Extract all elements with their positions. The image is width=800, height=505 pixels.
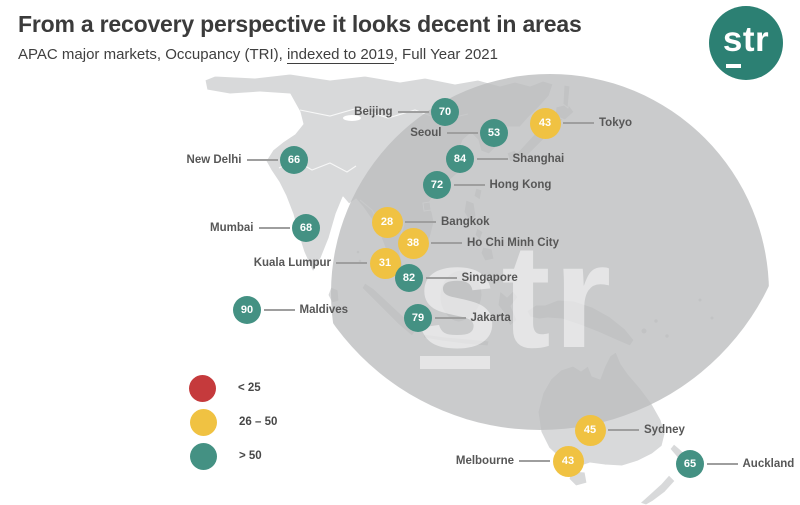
marker-connector xyxy=(397,111,429,113)
market-label: Mumbai xyxy=(210,222,254,234)
watermark-str-text: str xyxy=(416,214,614,379)
subtitle-suffix: , Full Year 2021 xyxy=(393,45,498,63)
market-label: New Delhi xyxy=(186,154,242,166)
market-marker-beijing: 70 xyxy=(431,98,459,126)
market-marker-hong-kong: 72 xyxy=(423,171,451,199)
market-marker-singapore: 82 xyxy=(395,264,423,292)
market-marker-melbourne: 43 xyxy=(552,445,584,477)
market-marker-sydney: 45 xyxy=(574,414,606,446)
market-marker-tokyo: 43 xyxy=(529,107,561,139)
marker-connector xyxy=(706,463,738,465)
market-label: Tokyo xyxy=(599,117,633,129)
marker-connector xyxy=(446,132,478,134)
lake-balkhash xyxy=(343,115,361,121)
marker-connector xyxy=(263,309,295,311)
market-label: Auckland xyxy=(742,458,795,470)
marker-connector xyxy=(431,242,462,244)
land-nz-south xyxy=(639,474,676,505)
market-marker-seoul: 53 xyxy=(480,119,508,147)
market-marker-ho-chi-minh-city: 38 xyxy=(397,227,429,259)
market-marker-auckland: 65 xyxy=(676,450,704,478)
watermark-str-underline xyxy=(420,356,490,369)
market-label: Hong Kong xyxy=(489,179,552,191)
market-label: Singapore xyxy=(461,272,518,284)
market-marker-new-delhi: 66 xyxy=(280,146,308,174)
market-label: Kuala Lumpur xyxy=(253,257,331,269)
market-marker-jakarta: 79 xyxy=(404,304,432,332)
legend-label-mid: 26 – 50 xyxy=(239,416,278,428)
legend-label-low: < 25 xyxy=(238,382,261,394)
market-label: Ho Chi Minh City xyxy=(467,237,559,249)
marker-connector xyxy=(246,159,278,161)
market-marker-mumbai: 68 xyxy=(292,214,320,242)
legend-swatch-low xyxy=(188,374,216,402)
subtitle-prefix: APAC major markets, Occupancy (TRI), xyxy=(18,45,287,63)
marker-connector xyxy=(453,184,485,186)
market-marker-bangkok: 28 xyxy=(371,206,403,238)
legend-swatch-high xyxy=(189,442,217,470)
legend-label-high: > 50 xyxy=(239,450,262,462)
market-label: Sydney xyxy=(644,424,685,436)
str-logo-text: str xyxy=(722,20,770,59)
marker-connector xyxy=(608,429,639,431)
market-label: Shanghai xyxy=(512,153,565,165)
marker-connector xyxy=(405,221,436,223)
marker-connector xyxy=(336,262,367,264)
market-label: Seoul xyxy=(410,127,442,139)
legend-swatch-mid xyxy=(189,408,217,436)
market-label: Beijing xyxy=(354,106,393,118)
str-logo-underline xyxy=(726,64,741,68)
marker-connector xyxy=(519,460,550,462)
page-subtitle: APAC major markets, Occupancy (TRI), ind… xyxy=(18,45,698,64)
marker-connector xyxy=(258,227,290,229)
marker-connector xyxy=(563,122,594,124)
subtitle-underlined: indexed to 2019 xyxy=(286,45,394,64)
str-logo: str xyxy=(709,6,783,80)
market-label: Bangkok xyxy=(441,216,490,228)
page-title: From a recovery perspective it looks dec… xyxy=(18,11,582,37)
market-label: Melbourne xyxy=(455,455,514,467)
market-label: Jakarta xyxy=(470,312,511,324)
marker-connector xyxy=(425,277,457,279)
market-label: Maldives xyxy=(299,304,349,316)
header: From a recovery perspective it looks dec… xyxy=(18,10,698,64)
marker-connector xyxy=(434,317,466,319)
marker-connector xyxy=(476,158,508,160)
market-marker-shanghai: 84 xyxy=(446,145,474,173)
market-marker-maldives: 90 xyxy=(233,296,261,324)
